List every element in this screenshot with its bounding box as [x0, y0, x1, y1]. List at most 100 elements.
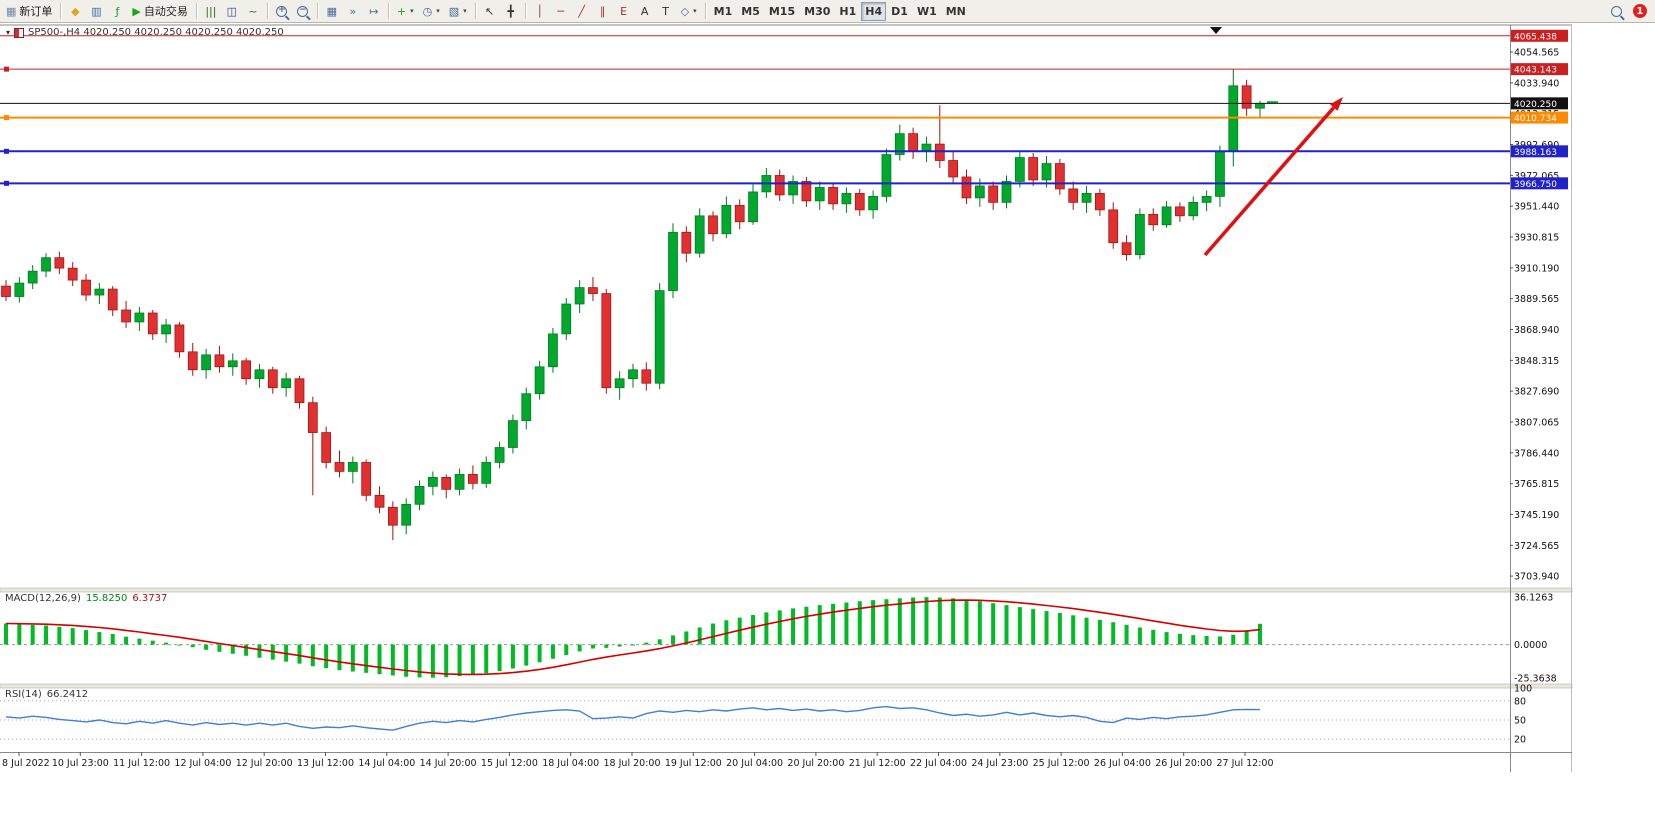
price-axis-label: 3827.690	[1514, 387, 1559, 398]
macd-histogram-bar	[977, 601, 982, 645]
auto-trading-button[interactable]: ▶ 自动交易	[128, 2, 191, 21]
time-axis-label: 22 Jul 04:00	[910, 758, 967, 769]
chart-window[interactable]: 4054.5654033.9404013.3153992.6903972.065…	[0, 24, 1655, 817]
candle	[1014, 151, 1025, 188]
support-line-3966-handle[interactable]	[4, 180, 9, 186]
macd-panel[interactable]	[0, 597, 1510, 678]
macd-histogram-bar	[1004, 605, 1009, 645]
macd-histogram-bar	[964, 599, 969, 645]
macd-histogram-bar	[1057, 613, 1062, 645]
time-axis-label: 24 Jul 23:00	[971, 758, 1028, 769]
toolbar-right-group: 1	[1606, 2, 1653, 21]
timeframe-m5-button[interactable]: M5	[737, 2, 764, 21]
support-line-3988-handle[interactable]	[4, 148, 9, 154]
toolbar-separator	[474, 3, 476, 19]
down-triangle-marker[interactable]	[1210, 27, 1222, 34]
candlestick-button[interactable]: ◫	[222, 2, 242, 21]
horizontal-line-button[interactable]: ─	[551, 2, 571, 21]
rsi-axis-label: 50	[1514, 716, 1526, 727]
macd-histogram-bar	[350, 644, 355, 672]
chart-shift-button[interactable]: ↦	[364, 2, 384, 21]
candle	[574, 280, 585, 313]
timeframe-h1-button[interactable]: H1	[835, 2, 860, 21]
candle	[361, 459, 372, 502]
bar-chart-button[interactable]: |||	[201, 2, 221, 21]
trend-arrow-annotation[interactable]	[1203, 97, 1343, 257]
channel-button[interactable]: ∥	[593, 2, 613, 21]
tile-windows-button[interactable]: ▦	[322, 2, 342, 21]
vertical-line-button[interactable]: │	[530, 2, 550, 21]
market-watch-button[interactable]: ▥	[86, 2, 106, 21]
main-toolbar: ▦ 新订单 ◆ ▥ ƒ ▶ 自动交易 ||| ◫ ~ + − ▦ » ↦ + ▾ ◷ ▾ ▧ ▾ ↖ ╋ │ ─ ╱ ∥ E A T ◇ ▾ M…	[0, 0, 1655, 23]
timeframe-w1-button[interactable]: W1	[913, 2, 941, 21]
new-order-button[interactable]: ▦ 新订单	[2, 2, 56, 21]
candle	[307, 396, 318, 496]
candle	[241, 357, 251, 385]
timeframe-m1-button[interactable]: M1	[710, 2, 737, 21]
search-button[interactable]	[1606, 2, 1626, 21]
rsi-panel[interactable]	[0, 700, 1510, 740]
candle	[1095, 188, 1105, 216]
cursor-button[interactable]: ↖	[480, 2, 500, 21]
macd-histogram-bar	[97, 632, 102, 645]
macd-axis-label: -25.3638	[1514, 673, 1557, 684]
zoom-out-button[interactable]: −	[293, 2, 313, 21]
candle	[894, 124, 905, 161]
text-button[interactable]: A	[635, 2, 655, 21]
chart-plot-area[interactable]	[0, 24, 1510, 588]
macd-histogram-bar	[244, 644, 249, 656]
time-axis-label: 20 Jul 04:00	[726, 758, 783, 769]
timeframe-m30-button[interactable]: M30	[800, 2, 834, 21]
templates-button[interactable]: ▧ ▾	[445, 2, 471, 21]
price-axis[interactable]: 4054.5654033.9404013.3153992.6903972.065…	[1510, 29, 1568, 746]
zoom-in-button[interactable]: +	[272, 2, 292, 21]
label-button[interactable]: T	[656, 2, 676, 21]
new-chart-button[interactable]: + ▾	[393, 2, 418, 21]
periods-icon: ◷	[422, 4, 433, 18]
resistance-line-4043-handle[interactable]	[4, 66, 9, 72]
macd-histogram-bar	[684, 631, 689, 645]
candle	[694, 208, 705, 258]
timeframe-d1-button[interactable]: D1	[887, 2, 912, 21]
chart-canvas[interactable]: 4054.5654033.9404013.3153992.6903972.065…	[0, 24, 1655, 817]
candle	[201, 348, 211, 379]
panel-splitter[interactable]	[0, 683, 1573, 689]
timeframe-m15-button[interactable]: M15	[765, 2, 799, 21]
indicators-button[interactable]: ƒ	[107, 2, 127, 21]
macd-histogram-bar	[1244, 630, 1249, 645]
rsi-axis-label: 100	[1514, 684, 1532, 695]
time-axis-label: 19 Jul 12:00	[665, 758, 722, 769]
rsi-axis-label: 20	[1514, 735, 1526, 746]
macd-histogram-bar	[537, 644, 542, 663]
candle	[614, 371, 625, 400]
timeframe-mn-button-label: MN	[945, 4, 966, 18]
periods-button[interactable]: ◷ ▾	[419, 2, 444, 21]
timeframe-h4-button[interactable]: H4	[861, 1, 887, 21]
candle	[1161, 200, 1172, 228]
candle	[174, 321, 185, 358]
time-axis-label: 8 Jul 2022	[2, 758, 50, 769]
macd-histogram-bar	[204, 644, 209, 650]
search-icon	[1610, 5, 1622, 17]
market-watch-icon: ▥	[91, 4, 102, 18]
macd-histogram-bar	[497, 644, 502, 672]
pivot-line-4010-handle[interactable]	[4, 115, 9, 121]
line-chart-button[interactable]: ~	[243, 2, 263, 21]
panel-splitter[interactable]	[0, 587, 1573, 593]
auto-scroll-button[interactable]: »	[343, 2, 363, 21]
time-axis[interactable]: 8 Jul 2022 10 Jul 23:00 11 Jul 12:00 12 Jul…	[2, 752, 1273, 769]
timeframe-w1-button-label: W1	[916, 4, 937, 18]
crosshair-button[interactable]: ╋	[501, 2, 521, 21]
timeframe-mn-button[interactable]: MN	[942, 2, 970, 21]
macd-histogram-bar	[44, 625, 49, 645]
notifications-badge[interactable]: 1	[1633, 4, 1647, 18]
alerts-button[interactable]: ◆	[65, 2, 85, 21]
shapes-button[interactable]: ◇ ▾	[677, 2, 701, 21]
timeframe-h4-button-label: H4	[865, 4, 883, 18]
candle	[801, 176, 812, 207]
macd-histogram-bar	[110, 634, 115, 645]
tile-windows-icon: ▦	[326, 4, 338, 18]
trendline-button[interactable]: ╱	[572, 2, 592, 21]
time-axis-label: 12 Jul 04:00	[174, 758, 231, 769]
fibonacci-button[interactable]: E	[614, 2, 634, 21]
